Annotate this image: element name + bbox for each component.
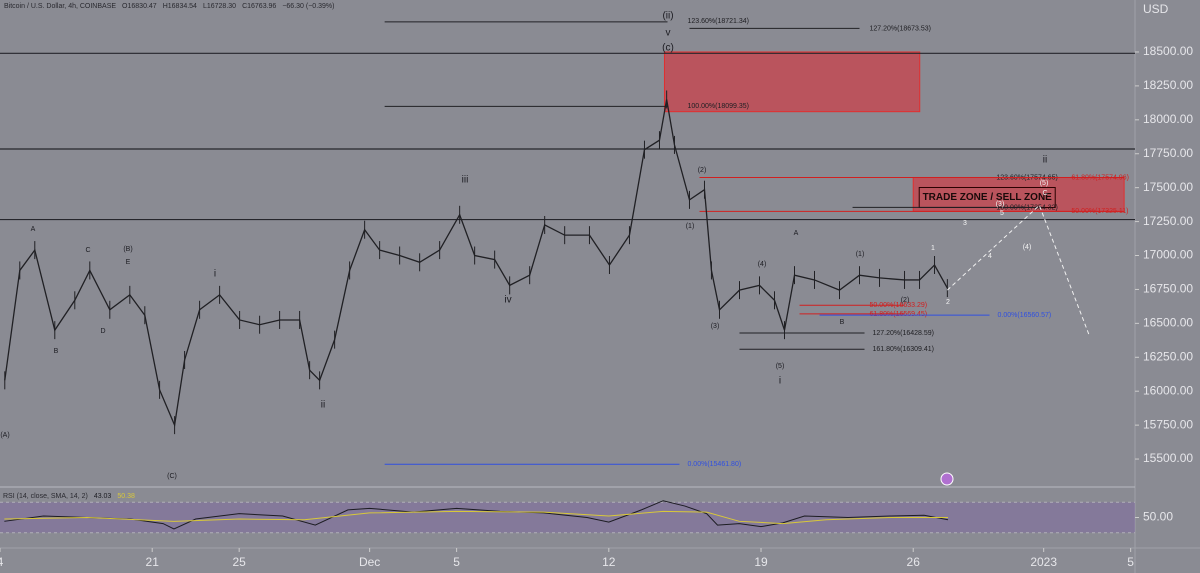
fib-label: 127.20%(16428.59) (873, 330, 935, 337)
wave-label: E (126, 259, 131, 266)
x-tick-label: Dec (359, 555, 380, 569)
y-tick-label: 18500.00 (1143, 44, 1193, 58)
y-tick-label: 18000.00 (1143, 112, 1193, 126)
wave-label: 1 (931, 245, 935, 252)
header-field: L16728.30 (203, 3, 236, 10)
wave-label: ii (1043, 155, 1047, 166)
zone (663, 51, 921, 113)
wave-label: B (54, 348, 59, 355)
fib-label: 61.80%(16569.45) (870, 311, 928, 318)
x-tick-label: 5 (453, 555, 460, 569)
wave-label: iv (504, 295, 511, 306)
y-tick-label: 15500.00 (1143, 451, 1193, 465)
fib-label: 50.00%(16633.29) (870, 302, 928, 309)
wave-label: (4) (758, 261, 767, 268)
wave-label: C (85, 247, 90, 254)
wave-label: (3) (711, 323, 720, 330)
x-tick-label: 25 (232, 555, 246, 569)
y-tick-label: 15750.00 (1143, 417, 1193, 431)
fib-label: 61.80%(17574.96) (1071, 174, 1129, 181)
fib-label: 0.00%(15461.80) (687, 461, 741, 468)
fib-label: 161.80%(16309.41) (873, 346, 935, 353)
currency: USD (1143, 2, 1169, 16)
wave-label: 4 (988, 253, 992, 260)
wave-label: (2) (901, 297, 910, 304)
wave-label: ii (321, 400, 325, 411)
fib-label: 127.20%(18673.53) (870, 25, 932, 32)
header-field: C16763.96 (242, 3, 276, 10)
wave-label: 2 (946, 299, 950, 306)
y-tick-label: 16750.00 (1143, 282, 1193, 296)
rsi-title: RSI (14, close, SMA, 14, 2) (3, 493, 88, 500)
rsi-line (4, 510, 949, 525)
fib-label: 100.00%(18099.35) (688, 103, 750, 110)
fib-label: 123.60%(18721.34) (688, 18, 750, 25)
wave-label: (3) (996, 201, 1005, 208)
x-tick-label: 19 (754, 555, 768, 569)
header-field: H16834.54 (163, 3, 197, 10)
price-line (4, 99, 948, 428)
alert-icon[interactable] (940, 472, 954, 486)
wave-label: v (666, 28, 671, 39)
wave-label: C (1042, 190, 1047, 197)
y-tick-label: 16000.00 (1143, 383, 1193, 397)
wave-label: (1) (856, 251, 865, 258)
wave-label: B (840, 319, 845, 326)
fib-label: 0.00%(16560.57) (998, 312, 1052, 319)
x-tick-label: 26 (907, 555, 921, 569)
header-field: O16830.47 (122, 3, 157, 10)
rsi-tick-label: 50.00 (1143, 510, 1173, 524)
x-tick-label: 2023 (1030, 555, 1057, 569)
fib-label: 50.00%(17325.11) (1071, 208, 1128, 215)
wave-label: (ii) (662, 11, 673, 22)
y-tick-label: 16500.00 (1143, 316, 1193, 330)
wave-label: (5) (1040, 180, 1049, 187)
projection-line (947, 204, 1090, 336)
wave-label: A (31, 226, 36, 233)
header-field: −66.30 (−0.39%) (282, 3, 334, 10)
wave-label: (A) (0, 432, 9, 439)
rsi-reading: 50.38 (117, 493, 135, 500)
x-tick-label: 5 (1127, 555, 1134, 569)
wave-label: (C) (167, 473, 177, 480)
y-tick-label: 17000.00 (1143, 248, 1193, 262)
wave-label: (c) (662, 43, 674, 54)
x-tick-label: 4 (0, 555, 4, 569)
y-tick-label: 17750.00 (1143, 146, 1193, 160)
y-tick-label: 17250.00 (1143, 214, 1193, 228)
wave-label: A (794, 230, 799, 237)
rsi-line (4, 500, 949, 530)
wave-label: i (779, 376, 781, 387)
wave-label: i (214, 269, 216, 280)
zone-label: TRADE ZONE / SELL ZONE (923, 192, 1053, 203)
wave-label: (5) (776, 363, 785, 370)
rsi-band (0, 502, 1135, 533)
x-tick-label: 12 (602, 555, 616, 569)
y-tick-label: 17500.00 (1143, 180, 1193, 194)
wave-label: (1) (686, 223, 695, 230)
wave-label: 5 (1000, 210, 1004, 217)
header-field: Bitcoin / U.S. Dollar, 4h, COINBASE (4, 3, 116, 10)
wave-label: (B) (123, 246, 132, 253)
wave-label: (4) (1023, 244, 1032, 251)
y-tick-label: 18250.00 (1143, 78, 1193, 92)
x-tick-label: 21 (146, 555, 160, 569)
wave-label: (2) (698, 167, 707, 174)
rsi-reading: 43.03 (94, 493, 112, 500)
wave-label: D (100, 328, 105, 335)
wave-label: iii (462, 175, 469, 186)
fib-label: 100.00%(17354.32) (996, 204, 1058, 211)
y-tick-label: 16250.00 (1143, 349, 1193, 363)
wave-label: 3 (963, 220, 967, 227)
